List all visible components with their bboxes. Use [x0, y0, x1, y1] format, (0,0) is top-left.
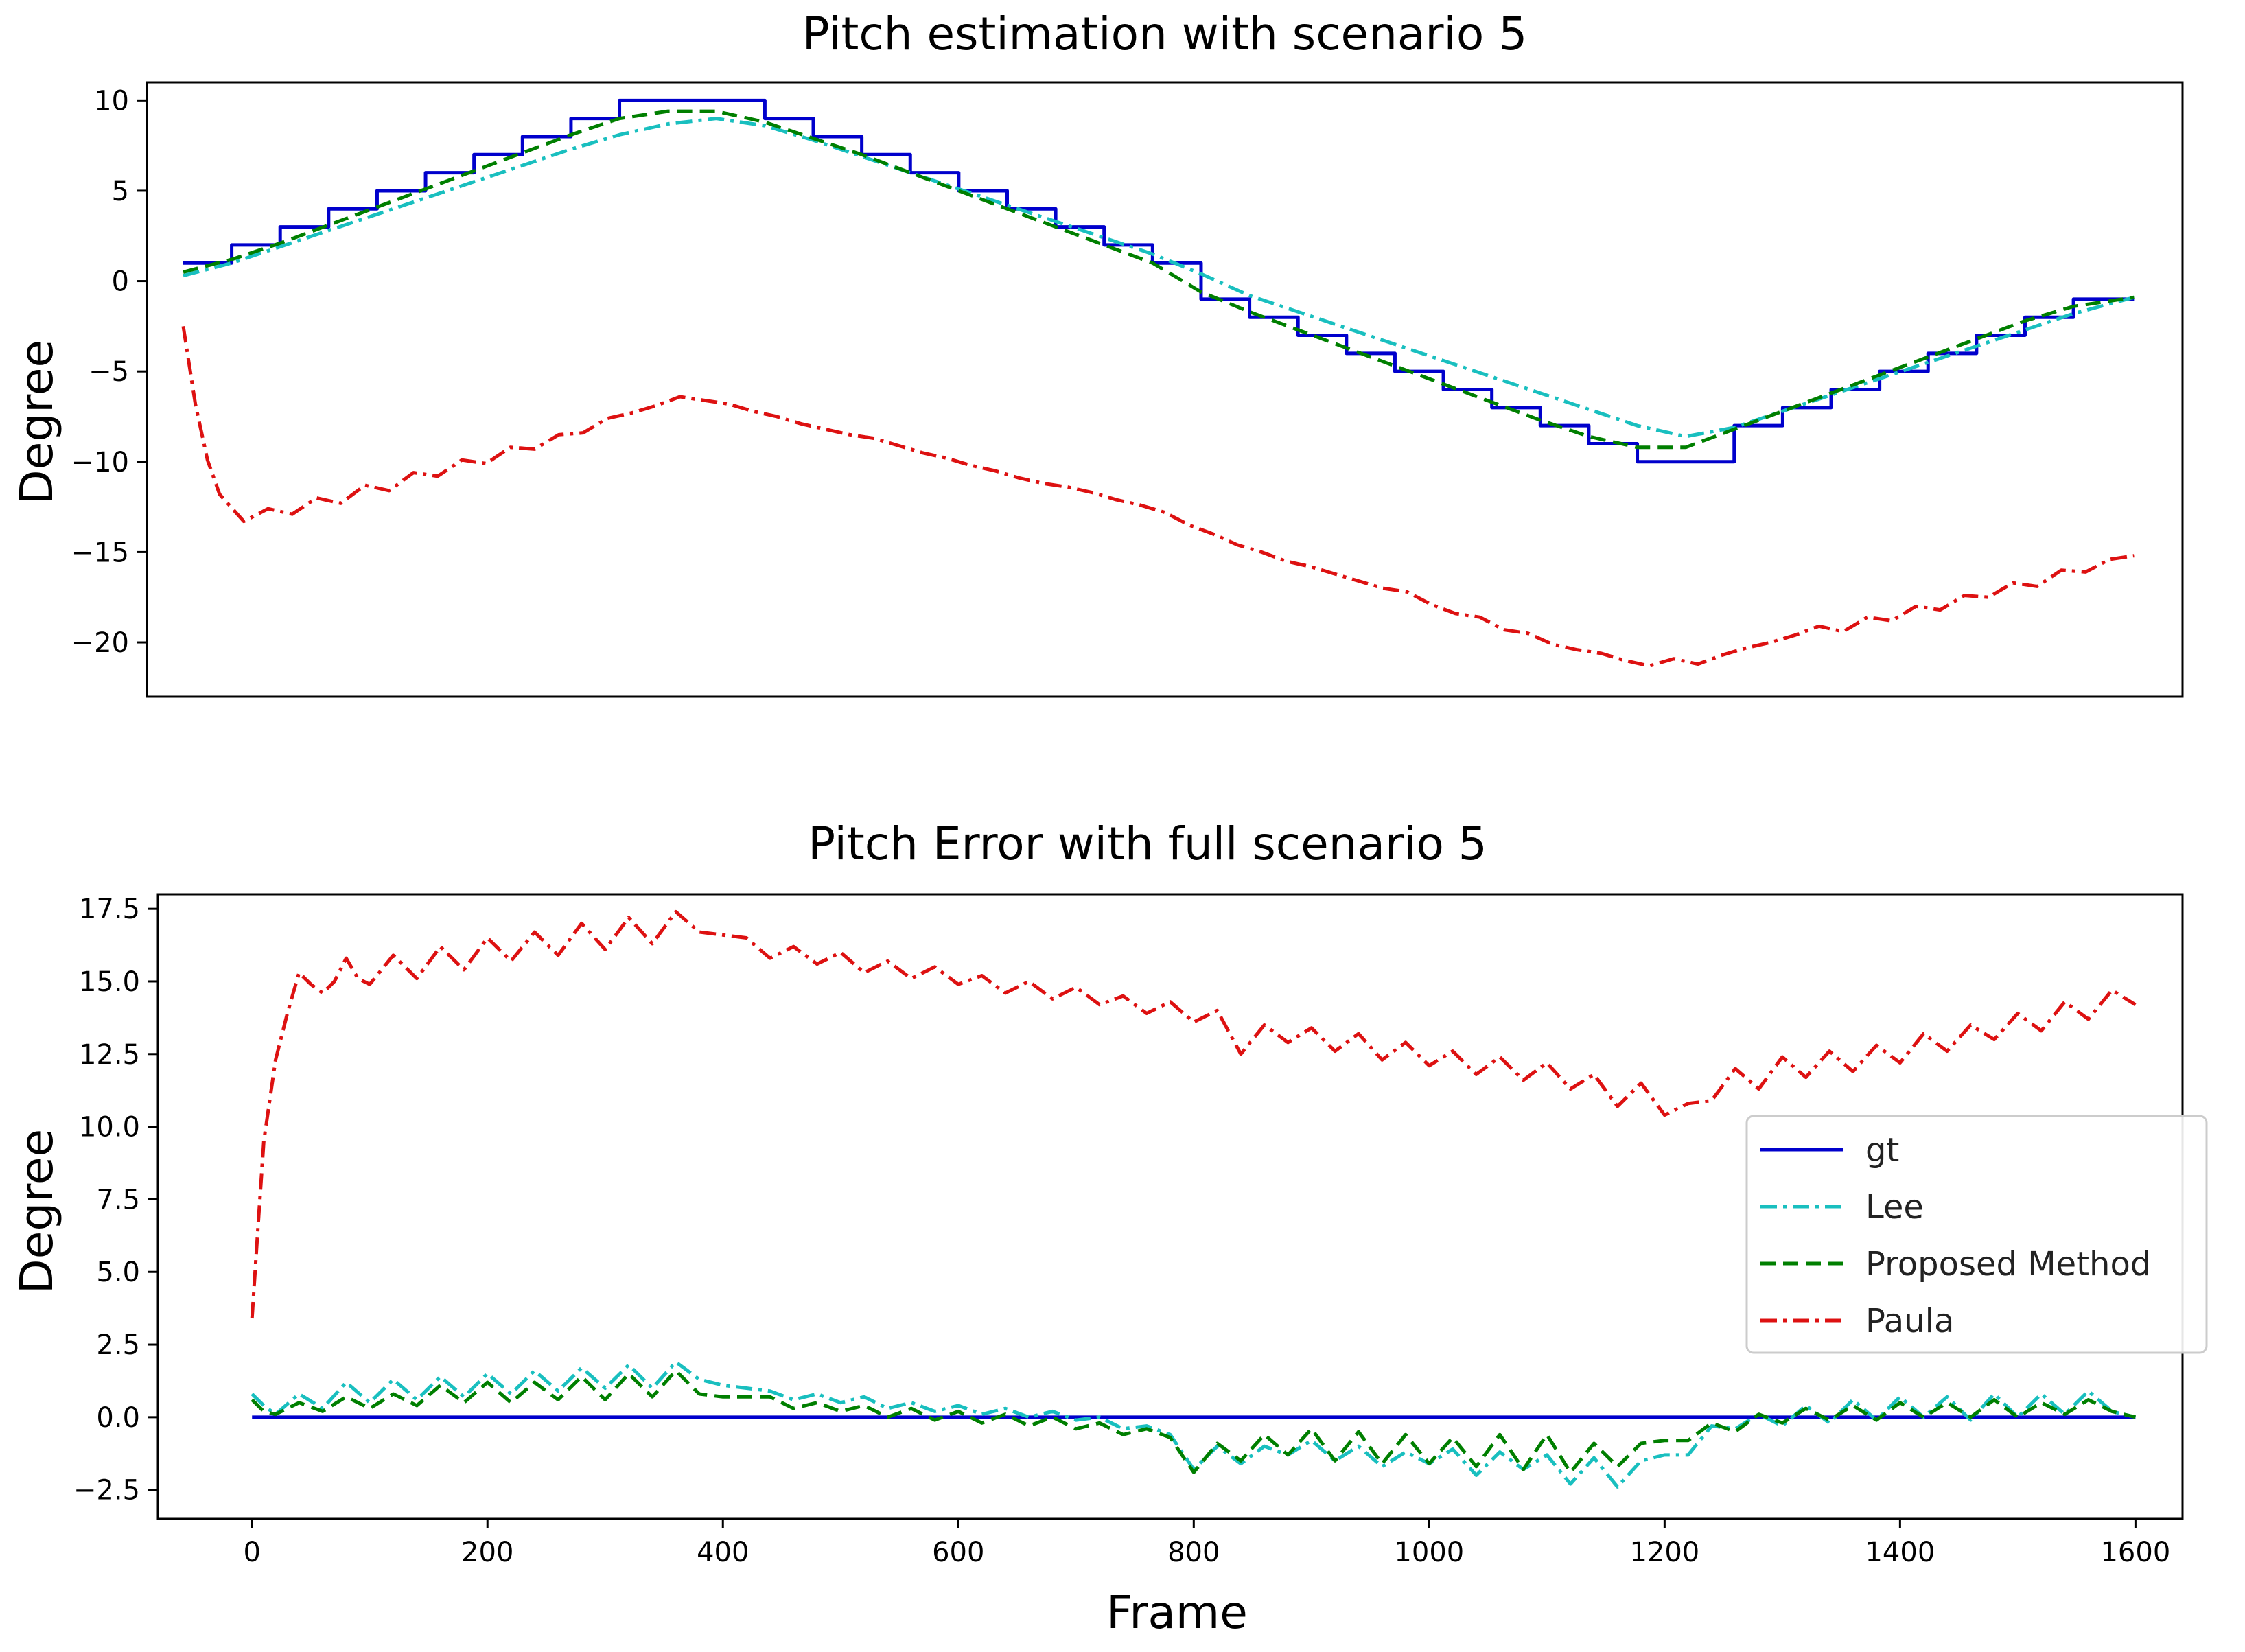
legend-box — [1745, 1115, 2208, 1354]
ytick-label: −2.5 — [73, 1475, 140, 1506]
chart-bottom-yticks: 17.5 15.0 12.5 10.0 7.5 5.0 2.5 0.0 −2.5 — [73, 894, 158, 1506]
xtick-label: 0 — [243, 1537, 260, 1568]
series-proposed-method-line — [183, 109, 2135, 450]
ytick-label: 10.0 — [79, 1112, 140, 1143]
xtick-label: 200 — [461, 1537, 513, 1568]
xtick-label: 600 — [932, 1537, 984, 1568]
legend-label-lee: Lee — [1865, 1188, 1924, 1226]
chart-bottom-ylabel: Degree — [10, 1129, 63, 1294]
series-proposed-method-line — [251, 1369, 2136, 1474]
ytick-label: 10 — [94, 85, 129, 117]
ytick-label: −15 — [71, 537, 129, 568]
legend-label-proposed-method: Proposed Method — [1865, 1245, 2151, 1283]
series-paula-line — [250, 909, 2137, 1319]
ytick-label: 2.5 — [96, 1329, 140, 1361]
ytick-label: 7.5 — [96, 1184, 140, 1215]
ytick-label: 0.0 — [96, 1402, 140, 1434]
xtick-label: 1000 — [1394, 1537, 1464, 1568]
chart-top-title: Pitch estimation with scenario 5 — [802, 8, 1527, 60]
chart-top: Pitch estimation with scenario 5 Degree … — [10, 8, 2184, 698]
ytick-label: 12.5 — [79, 1039, 140, 1071]
chart-bottom: Pitch Error with full scenario 5 Degree … — [10, 817, 2208, 1639]
ytick-label: −10 — [71, 447, 129, 478]
ytick-label: 5 — [112, 176, 129, 207]
legend-label-paula: Paula — [1865, 1302, 1954, 1340]
chart-bottom-series — [250, 909, 2137, 1489]
chart-top-ylabel: Degree — [10, 340, 63, 504]
series-gt-line — [183, 98, 2135, 464]
ytick-label: 15.0 — [79, 966, 140, 998]
legend: gt Lee Proposed Method Paula — [1745, 1115, 2208, 1354]
chart-bottom-title: Pitch Error with full scenario 5 — [808, 817, 1487, 870]
chart-top-frame — [146, 81, 2184, 698]
chart-bottom-xticks: 0 200 400 600 800 1000 1200 1400 1600 — [243, 1519, 2170, 1568]
legend-items: gt Lee Proposed Method Paula — [1760, 1131, 2151, 1340]
chart-top-series — [181, 98, 2135, 668]
xtick-label: 1200 — [1629, 1537, 1699, 1568]
xtick-label: 800 — [1167, 1537, 1220, 1568]
ytick-label: 5.0 — [96, 1257, 140, 1288]
ytick-label: −20 — [71, 627, 129, 659]
series-paula-line — [181, 325, 2135, 668]
xtick-label: 1400 — [1865, 1537, 1935, 1568]
series-lee-line — [183, 117, 2135, 439]
legend-label-gt: gt — [1865, 1131, 1899, 1170]
chart-bottom-xlabel: Frame — [1106, 1586, 1248, 1639]
xtick-label: 1600 — [2100, 1537, 2170, 1568]
xtick-label: 400 — [697, 1537, 749, 1568]
ytick-label: 17.5 — [79, 894, 140, 925]
ytick-label: 0 — [112, 266, 129, 298]
chart-top-yticks: 10 5 0 −5 −10 −15 −20 — [71, 85, 147, 659]
ytick-label: −5 — [89, 356, 129, 388]
